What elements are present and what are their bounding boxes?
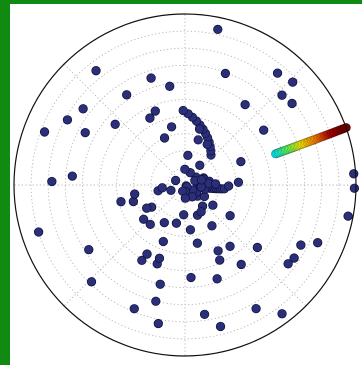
data-point [202,139,212,150]
data-point [150,106,160,116]
data-point [272,68,283,78]
data-point [179,210,189,220]
data-point [166,122,177,132]
data-point [130,189,140,199]
grid-ring [81,81,289,289]
data-point [349,169,359,179]
plot-panel [10,4,362,365]
data-point [67,171,77,181]
data-point [151,296,161,306]
data-point [252,242,263,253]
trail-point [178,105,188,116]
data-point [155,279,165,289]
data-point [142,249,152,259]
grid-ring [99,99,271,271]
data-point [192,238,203,248]
data-point [193,135,203,145]
data-point [33,227,44,237]
data-point [86,277,97,287]
data-point [171,218,182,228]
data-point [233,177,244,187]
data-point [47,176,57,187]
data-point [170,175,181,186]
data-point [225,241,235,251]
data-point [277,90,287,100]
data-point [251,303,261,314]
data-point [180,193,190,203]
data-point [223,181,234,191]
data-point [215,255,225,265]
data-point [80,127,90,138]
data-point [165,81,175,91]
data-point [313,238,323,248]
data-point [116,197,126,207]
data-point [213,24,223,35]
data-point [166,185,176,196]
data-point [199,309,210,319]
data-point [142,203,152,213]
data-point [138,214,149,224]
data-point [236,259,246,270]
polar-grid [14,14,356,356]
data-point [84,245,94,255]
data-point [207,221,217,231]
data-point [186,272,196,283]
data-point [122,90,132,100]
data-point [194,124,205,134]
data-point [183,150,193,161]
polar-axis-outline [13,13,357,357]
data-point [196,175,207,185]
data-point [259,125,269,135]
data-point [159,217,169,228]
data-point [212,274,222,284]
data-point [91,66,101,76]
data-point [62,115,73,125]
data-point [154,253,165,263]
points-layer [33,24,360,332]
polar-scatter-chart [13,13,360,357]
data-point [288,77,298,87]
data-point [185,225,196,235]
data-point [78,104,88,114]
data-point [277,309,287,319]
data-point [159,133,170,143]
data-point [220,68,231,79]
data-point [208,200,218,210]
data-point [213,246,223,256]
data-point [145,219,155,230]
data-point [283,259,293,269]
data-point [210,179,221,189]
data-point [343,211,353,221]
data-point [157,183,167,193]
data-point [287,98,297,109]
data-point [236,156,246,167]
data-point [289,253,299,263]
data-point [110,119,120,129]
grid-ring [30,30,340,340]
data-point [137,255,147,266]
data-point [240,99,250,110]
data-point [128,196,139,207]
data-point [196,207,206,217]
data-point [225,211,235,221]
data-point [158,236,168,247]
data-point [215,321,226,332]
data-point [195,160,205,170]
data-point [296,240,306,250]
data-point [39,127,50,137]
data-point [180,164,190,174]
data-point [129,304,139,314]
data-point [349,183,360,193]
data-point [146,73,156,83]
data-point [145,113,155,123]
data-point [153,318,163,329]
